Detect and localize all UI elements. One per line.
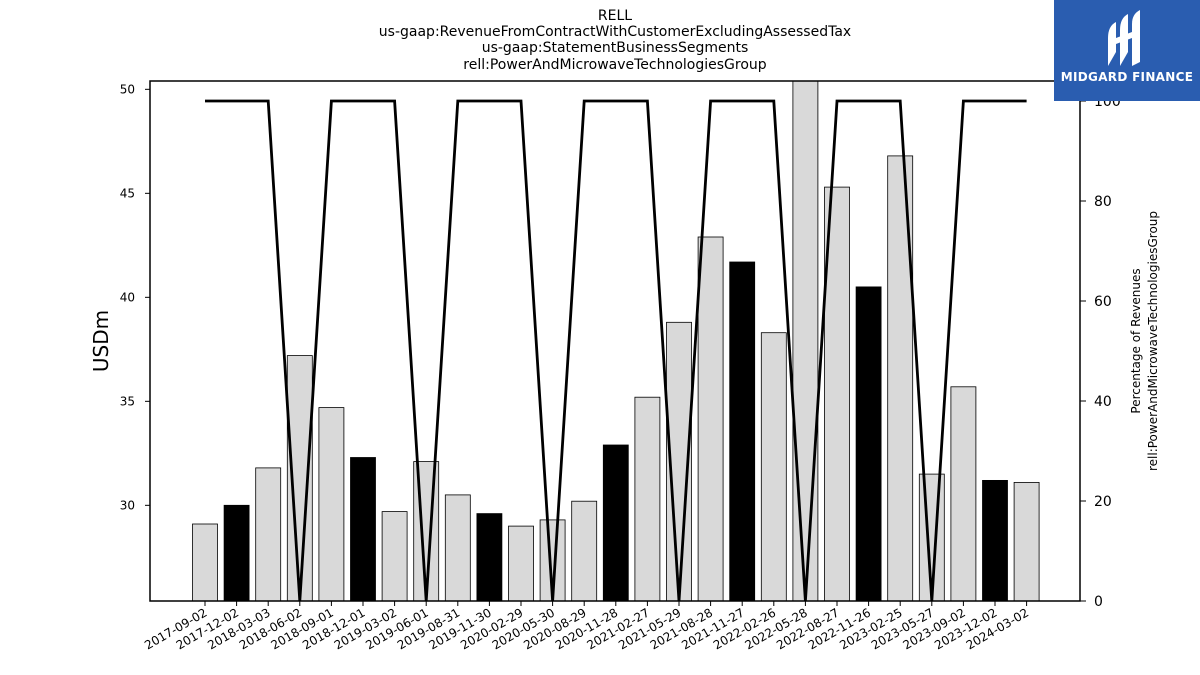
logo-mark-icon [1108,10,1140,66]
y2-tick-label: 20 [1094,494,1112,510]
title-line-4: rell:PowerAndMicrowaveTechnologiesGroup [463,57,766,73]
bar [697,236,724,602]
y2-tick-label: 80 [1094,194,1112,210]
x-axis: 2017-09-022017-12-022018-03-032018-06-02… [142,601,1031,652]
bar [508,525,534,602]
bar [1013,481,1040,602]
bar [982,479,1008,602]
percentage-line-series [205,99,1027,602]
y2-axis-label-line-1: Percentage of Revenues [1129,268,1143,413]
y-tick-label: 40 [120,290,135,304]
title-line-3: us-gaap:StatementBusinessSegments [482,40,749,56]
y-tick-label: 30 [120,498,135,512]
y2-tick-label: 0 [1094,594,1103,610]
bar [444,494,471,602]
left-y-axis: 30 35 40 45 50 [120,82,150,512]
y-tick-label: 35 [120,394,135,408]
y-axis-label: USDm [89,310,113,372]
percentage-line [205,99,1027,602]
y-tick-label: 50 [120,82,135,96]
bar [192,523,218,602]
y2-axis-label-line-2: rell:PowerAndMicrowaveTechnologiesGroup [1146,211,1160,471]
bar [539,519,566,602]
bar [950,386,977,602]
y2-tick-label: 60 [1094,294,1112,310]
y2-tick-label: 40 [1094,394,1112,410]
bar [855,286,882,602]
bar [729,261,756,602]
bar [760,332,787,602]
title-line-2: us-gaap:RevenueFromContractWithCustomerE… [379,24,851,40]
y-tick-label: 45 [120,186,135,200]
logo-text: MIDGARD FINANCE [1060,70,1194,84]
bar [476,513,503,602]
midgard-finance-logo: MIDGARD FINANCE [1054,0,1200,101]
title-line-1: RELL [598,8,632,24]
bar [792,80,819,602]
bar [255,467,282,602]
bar [634,396,661,602]
bar-series [192,80,1040,602]
bar [381,511,408,602]
plot-frame [149,80,1081,602]
chart-title: RELL us-gaap:RevenueFromContractWithCust… [379,8,851,73]
bar [602,444,629,602]
bar [223,504,250,602]
bar [350,457,376,602]
bar [318,407,345,602]
bar [571,500,598,602]
